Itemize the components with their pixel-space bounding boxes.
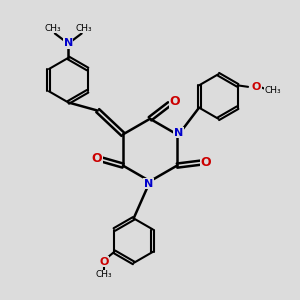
Text: O: O — [99, 256, 109, 267]
Text: O: O — [252, 82, 261, 92]
Text: CH₃: CH₃ — [96, 270, 112, 279]
Text: N: N — [174, 128, 183, 138]
Text: O: O — [169, 95, 180, 108]
Text: CH₃: CH₃ — [264, 86, 281, 95]
Text: CH₃: CH₃ — [76, 24, 92, 33]
Text: O: O — [201, 156, 212, 169]
Text: N: N — [64, 38, 73, 48]
Text: CH₃: CH₃ — [44, 24, 61, 33]
Text: N: N — [144, 178, 153, 189]
Text: O: O — [92, 152, 102, 165]
